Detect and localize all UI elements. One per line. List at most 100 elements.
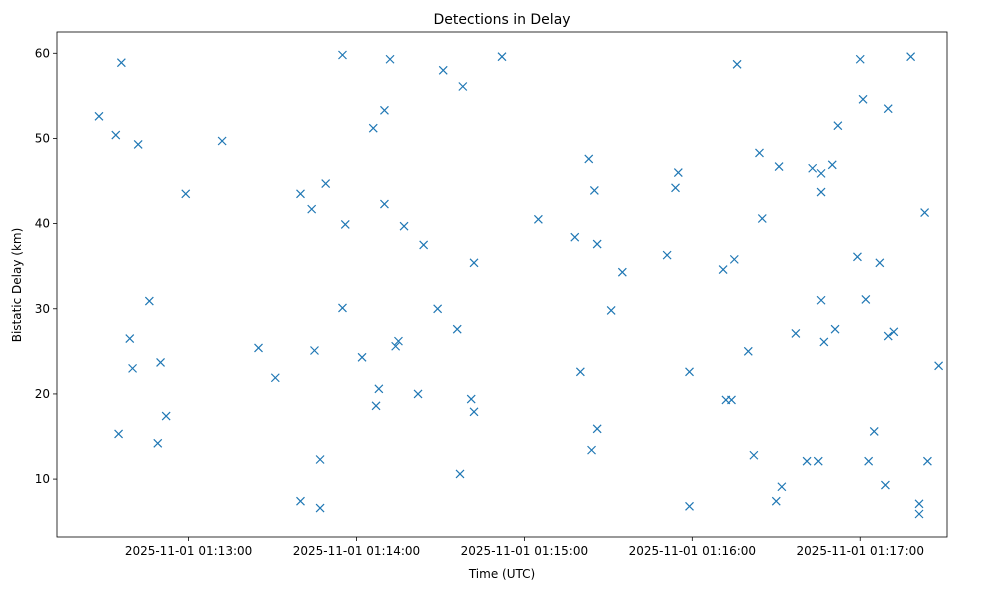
data-point bbox=[144, 296, 154, 306]
data-point bbox=[813, 456, 823, 466]
y-tick-label: 10 bbox=[35, 472, 50, 486]
data-point bbox=[413, 389, 423, 399]
data-point bbox=[777, 482, 787, 492]
plot-area-frame bbox=[56, 31, 948, 538]
data-point bbox=[743, 346, 753, 356]
data-point bbox=[827, 160, 837, 170]
data-point bbox=[125, 334, 135, 344]
data-point bbox=[864, 456, 874, 466]
data-point bbox=[673, 168, 683, 177]
data-point bbox=[438, 65, 448, 75]
data-point bbox=[617, 267, 627, 277]
data-point bbox=[869, 426, 879, 436]
chart-title: Detections in Delay bbox=[433, 12, 570, 28]
data-point bbox=[307, 204, 317, 214]
data-point bbox=[749, 450, 759, 460]
data-point bbox=[774, 162, 784, 171]
x-axis-label: Time (UTC) bbox=[468, 567, 535, 581]
data-point bbox=[466, 394, 476, 404]
data-point bbox=[875, 258, 885, 268]
data-point bbox=[254, 343, 263, 353]
data-point bbox=[816, 295, 826, 305]
data-point bbox=[469, 258, 479, 268]
data-point bbox=[533, 214, 543, 224]
y-tick-label: 60 bbox=[35, 46, 50, 60]
data-point bbox=[592, 424, 602, 434]
data-point bbox=[584, 154, 594, 164]
data-point bbox=[394, 336, 403, 346]
data-point bbox=[338, 303, 347, 313]
data-point bbox=[819, 337, 829, 347]
data-point bbox=[791, 329, 801, 338]
data-point bbox=[94, 111, 104, 121]
data-point bbox=[133, 139, 143, 149]
data-point bbox=[830, 324, 840, 334]
x-tick-label: 2025-11-01 01:13:00 bbox=[125, 544, 252, 558]
data-point bbox=[922, 456, 932, 466]
y-tick-label: 50 bbox=[35, 131, 50, 145]
y-axis-label: Bistatic Delay (km) bbox=[10, 228, 24, 343]
data-point bbox=[296, 189, 305, 199]
data-point bbox=[114, 429, 123, 439]
data-point bbox=[934, 361, 944, 371]
data-point bbox=[816, 168, 826, 178]
data-point bbox=[570, 232, 580, 242]
data-point bbox=[802, 456, 812, 466]
data-point bbox=[808, 163, 818, 173]
data-point bbox=[858, 94, 868, 104]
data-point bbox=[671, 183, 680, 193]
data-point bbox=[380, 105, 389, 115]
data-point bbox=[469, 407, 479, 417]
x-tick-label: 2025-11-01 01:14:00 bbox=[293, 544, 420, 558]
data-point bbox=[385, 54, 395, 64]
x-tick-label: 2025-11-01 01:17:00 bbox=[797, 544, 924, 558]
data-point bbox=[374, 384, 384, 394]
data-point bbox=[338, 50, 347, 60]
data-point bbox=[755, 148, 764, 158]
data-point bbox=[368, 123, 378, 133]
data-point bbox=[833, 121, 843, 131]
data-point bbox=[340, 220, 350, 229]
data-point bbox=[315, 503, 325, 513]
data-point bbox=[458, 82, 468, 91]
x-tick-label: 2025-11-01 01:16:00 bbox=[629, 544, 756, 558]
data-point bbox=[589, 185, 599, 195]
data-point bbox=[853, 252, 862, 262]
data-point bbox=[592, 239, 602, 249]
y-tick-label: 40 bbox=[35, 217, 50, 231]
data-point bbox=[575, 367, 585, 377]
data-point bbox=[391, 341, 401, 351]
data-point bbox=[497, 52, 507, 62]
data-point bbox=[111, 130, 121, 140]
data-point bbox=[433, 304, 443, 314]
data-point bbox=[153, 438, 163, 448]
data-point bbox=[662, 250, 672, 260]
data-point bbox=[906, 52, 916, 62]
data-point bbox=[217, 136, 227, 146]
data-point bbox=[883, 104, 893, 114]
data-point bbox=[914, 509, 924, 519]
data-point bbox=[606, 306, 616, 315]
data-point bbox=[816, 187, 826, 197]
data-point bbox=[729, 254, 739, 264]
data-point bbox=[380, 199, 389, 209]
data-point bbox=[315, 455, 325, 464]
data-point bbox=[399, 221, 409, 231]
y-tick-label: 20 bbox=[35, 387, 50, 401]
data-point bbox=[156, 357, 165, 367]
data-point bbox=[310, 346, 319, 355]
y-tick-label: 30 bbox=[35, 302, 50, 316]
data-point bbox=[321, 179, 331, 189]
data-point bbox=[920, 208, 930, 217]
data-point bbox=[161, 411, 171, 421]
data-point bbox=[419, 240, 429, 250]
data-point bbox=[861, 294, 871, 304]
data-point bbox=[587, 445, 596, 455]
x-tick-label: 2025-11-01 01:15:00 bbox=[461, 544, 588, 558]
data-point bbox=[128, 363, 137, 373]
data-point bbox=[455, 469, 465, 479]
data-point bbox=[270, 373, 280, 383]
data-point bbox=[727, 395, 736, 405]
data-point bbox=[371, 401, 381, 411]
